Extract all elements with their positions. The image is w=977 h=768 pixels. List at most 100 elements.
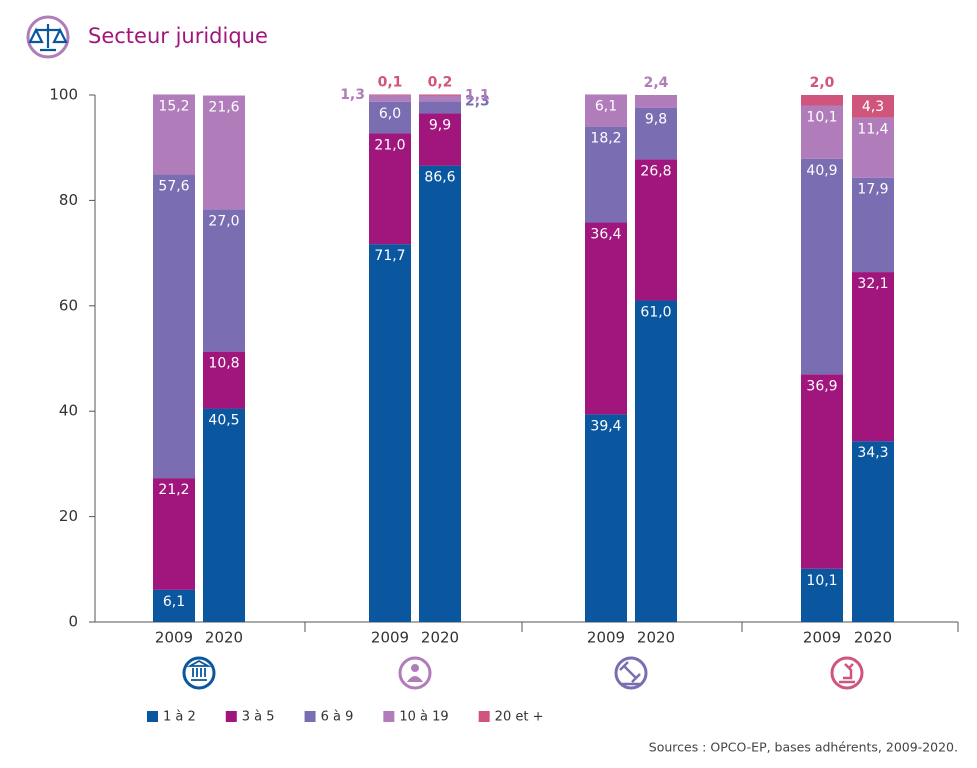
bar-segment xyxy=(852,177,894,273)
value-label: 2,4 xyxy=(644,75,669,91)
value-label: 11,4 xyxy=(857,122,888,138)
value-label: 21,0 xyxy=(374,137,405,153)
bar-segment xyxy=(203,209,245,352)
value-label: 39,4 xyxy=(590,418,621,434)
bar-segment xyxy=(419,95,461,102)
bar-segment xyxy=(852,117,894,178)
x-tick-label: 2020 xyxy=(205,629,243,647)
value-label: 21,6 xyxy=(208,100,239,116)
value-label: 27,0 xyxy=(208,213,239,229)
bar-segment xyxy=(419,94,461,96)
value-label: 32,1 xyxy=(857,276,888,292)
source: Sources : OPCO-EP, bases adhérents, 2009… xyxy=(649,740,958,755)
x-tick-label: 2020 xyxy=(637,629,675,647)
x-tick-label: 2009 xyxy=(587,629,625,647)
stamp-icon xyxy=(839,663,855,684)
gavel-icon xyxy=(619,661,641,686)
bar-segment xyxy=(153,94,195,175)
bar-segment xyxy=(801,95,843,106)
value-label: 86,6 xyxy=(424,170,455,186)
bar-segment xyxy=(419,101,461,114)
bar-segment xyxy=(419,165,461,623)
bar-segment xyxy=(369,133,411,245)
value-label: 0,1 xyxy=(378,74,403,90)
bar-segment xyxy=(852,272,894,442)
value-label: 6,1 xyxy=(595,98,617,114)
y-tick-label: 80 xyxy=(59,191,78,209)
bar-segment xyxy=(369,94,411,95)
bar-segment xyxy=(635,159,677,301)
bar-segment xyxy=(635,95,677,108)
bar-segment xyxy=(203,351,245,409)
y-tick-label: 100 xyxy=(49,86,78,104)
value-label: 6,0 xyxy=(379,106,401,122)
value-label: 26,8 xyxy=(640,163,671,179)
value-label: 0,2 xyxy=(428,74,453,90)
value-label: 2,0 xyxy=(810,75,835,91)
legend-label: 3 à 5 xyxy=(242,710,275,725)
legend-swatch xyxy=(383,711,395,722)
value-label: 17,9 xyxy=(857,182,888,198)
person-icon xyxy=(411,664,419,672)
value-label: 10,1 xyxy=(806,573,837,589)
value-label: 9,8 xyxy=(645,112,667,128)
chart-title: Secteur juridique xyxy=(88,24,268,48)
bar-segment xyxy=(852,441,894,622)
value-label: 61,0 xyxy=(640,305,671,321)
x-tick-label: 2009 xyxy=(371,629,409,647)
x-tick-label: 2009 xyxy=(155,629,193,647)
y-tick-label: 40 xyxy=(59,402,78,420)
value-label: 36,9 xyxy=(806,378,837,394)
legend-label: 1 à 2 xyxy=(163,710,196,725)
legend-label: 10 à 19 xyxy=(399,710,448,725)
bar-segment xyxy=(153,174,195,479)
bar-segment xyxy=(852,95,894,118)
value-label: 10,8 xyxy=(208,356,239,372)
bar-segment xyxy=(369,244,411,623)
value-label: 6,1 xyxy=(163,594,185,610)
legend-swatch xyxy=(147,711,158,722)
bar-segment xyxy=(153,478,195,590)
scale-icon xyxy=(28,24,68,52)
bar-segment xyxy=(801,374,843,569)
bar-segment xyxy=(153,589,195,622)
group-icon xyxy=(830,656,864,690)
group-icon xyxy=(614,656,648,690)
value-label: 18,2 xyxy=(590,131,621,147)
value-label: 4,3 xyxy=(862,99,884,115)
y-tick-label: 20 xyxy=(59,507,78,525)
legend-swatch xyxy=(304,711,316,722)
bar-segment xyxy=(203,95,245,210)
bar-segment xyxy=(801,568,843,622)
value-label: 36,4 xyxy=(590,227,621,243)
bar-segment xyxy=(203,408,245,622)
bar-segment xyxy=(369,101,411,134)
bar-segment xyxy=(585,94,627,127)
person-icon xyxy=(407,676,423,682)
bar-segment xyxy=(585,126,627,223)
bar-segment xyxy=(801,158,843,375)
value-label: 40,9 xyxy=(806,163,837,179)
legend-label: 20 et + xyxy=(495,710,544,725)
legend-swatch xyxy=(225,711,237,722)
bar-segment xyxy=(369,95,411,102)
x-tick-label: 2020 xyxy=(421,629,459,647)
legend-swatch xyxy=(478,711,490,722)
title-icon xyxy=(26,15,70,59)
y-tick-label: 0 xyxy=(68,613,78,631)
bar-segment xyxy=(585,414,627,622)
legend-label: 6 à 9 xyxy=(321,710,354,725)
bar-segment xyxy=(635,300,677,622)
y-tick-label: 60 xyxy=(59,296,78,314)
x-tick-label: 2009 xyxy=(803,629,841,647)
group-icon xyxy=(182,656,216,690)
value-label: 71,7 xyxy=(374,248,405,264)
value-label: 40,5 xyxy=(208,413,239,429)
value-label: 15,2 xyxy=(158,98,189,114)
bar-segment xyxy=(801,105,843,159)
value-label: 10,1 xyxy=(806,110,837,126)
value-label: 2,3 xyxy=(465,93,490,109)
value-label: 34,3 xyxy=(857,445,888,461)
x-tick-label: 2020 xyxy=(854,629,892,647)
